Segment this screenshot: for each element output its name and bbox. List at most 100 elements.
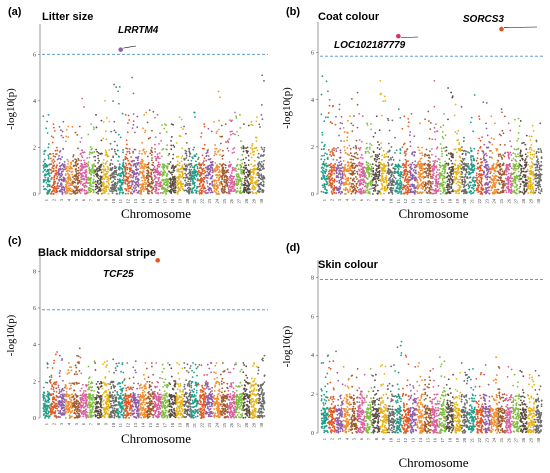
snp-point	[180, 157, 183, 159]
snp-point	[134, 162, 136, 165]
snp-point	[350, 122, 353, 125]
snp-point	[156, 167, 159, 170]
snp-point	[366, 124, 369, 126]
snp-point	[355, 147, 358, 150]
snp-point	[242, 171, 245, 174]
snp-point	[225, 174, 228, 177]
snp-point	[409, 140, 412, 143]
snp-point	[112, 100, 114, 103]
snp-point	[374, 132, 377, 134]
snp-point	[67, 136, 70, 138]
snp-point	[389, 179, 392, 181]
snp-point	[321, 133, 324, 136]
snp-point	[159, 132, 161, 135]
snp-point	[66, 158, 69, 161]
snp-point	[441, 155, 443, 158]
snp-point	[132, 120, 135, 122]
snp-point	[368, 192, 371, 195]
snp-point	[61, 170, 64, 173]
snp-point	[141, 152, 143, 155]
snp-point	[454, 159, 457, 162]
x-tick-label: 13	[411, 198, 416, 203]
snp-point	[403, 152, 406, 154]
snp-point	[425, 172, 428, 175]
snp-point	[366, 189, 369, 192]
snp-point	[214, 162, 217, 164]
snp-point	[325, 168, 328, 171]
snp-point	[428, 137, 431, 140]
snp-point	[468, 151, 471, 154]
snp-point	[199, 191, 202, 194]
snp-point	[65, 166, 67, 168]
snp-point	[51, 160, 53, 162]
snp-point	[132, 164, 135, 167]
snp-point	[391, 184, 394, 186]
snp-point	[172, 144, 175, 147]
snp-point	[351, 186, 354, 189]
snp-point	[213, 179, 215, 182]
snp-point	[320, 158, 323, 161]
snp-point	[201, 170, 204, 173]
snp-point	[107, 166, 110, 169]
snp-point	[420, 169, 423, 171]
snp-point	[107, 179, 110, 182]
snp-point	[100, 171, 103, 174]
snp-point	[389, 157, 392, 159]
snp-point	[158, 176, 161, 179]
snp-point	[459, 178, 462, 181]
snp-point	[131, 188, 134, 191]
snp-point	[251, 124, 254, 127]
snp-point	[76, 179, 79, 181]
snp-point	[125, 139, 128, 142]
snp-point	[58, 162, 61, 164]
snp-point	[122, 149, 124, 151]
snp-point	[338, 134, 340, 137]
snp-point	[218, 166, 220, 169]
snp-point	[192, 148, 195, 151]
snp-point	[420, 187, 423, 189]
snp-point	[366, 146, 369, 149]
snp-point	[119, 180, 122, 183]
snp-point	[378, 129, 381, 132]
snp-point	[455, 151, 458, 154]
snp-point	[422, 163, 424, 166]
snp-point	[388, 159, 390, 161]
snp-point	[124, 162, 127, 165]
snp-point	[88, 177, 91, 180]
snp-point	[263, 154, 265, 156]
snp-point	[43, 188, 45, 191]
snp-point	[227, 150, 230, 152]
snp-point	[142, 190, 145, 193]
snp-point	[190, 174, 193, 177]
snp-point	[361, 170, 364, 173]
snp-point	[340, 116, 343, 118]
snp-point	[131, 192, 134, 195]
snp-point	[257, 183, 259, 186]
snp-point	[427, 168, 429, 171]
snp-point	[346, 131, 348, 134]
snp-point	[464, 152, 467, 155]
snp-point	[141, 184, 144, 187]
snp-point	[235, 170, 238, 173]
x-tick-label: 18	[447, 198, 452, 203]
snp-point	[226, 183, 229, 186]
snp-point	[328, 170, 330, 173]
snp-point	[96, 150, 98, 153]
snp-point	[219, 96, 221, 99]
snp-point	[83, 178, 85, 181]
snp-point	[112, 171, 115, 174]
snp-point	[450, 183, 453, 186]
snp-point	[438, 187, 441, 190]
snp-point	[252, 172, 255, 175]
snp-point	[76, 163, 79, 166]
snp-point	[396, 183, 399, 185]
snp-point	[138, 150, 141, 152]
y-tick-label: 0	[33, 192, 36, 198]
snp-point	[107, 186, 110, 189]
snp-point	[321, 155, 323, 157]
snp-point	[109, 167, 112, 170]
snp-point	[131, 76, 134, 79]
snp-point	[247, 175, 250, 178]
snp-point	[263, 149, 266, 151]
snp-point	[383, 188, 386, 190]
